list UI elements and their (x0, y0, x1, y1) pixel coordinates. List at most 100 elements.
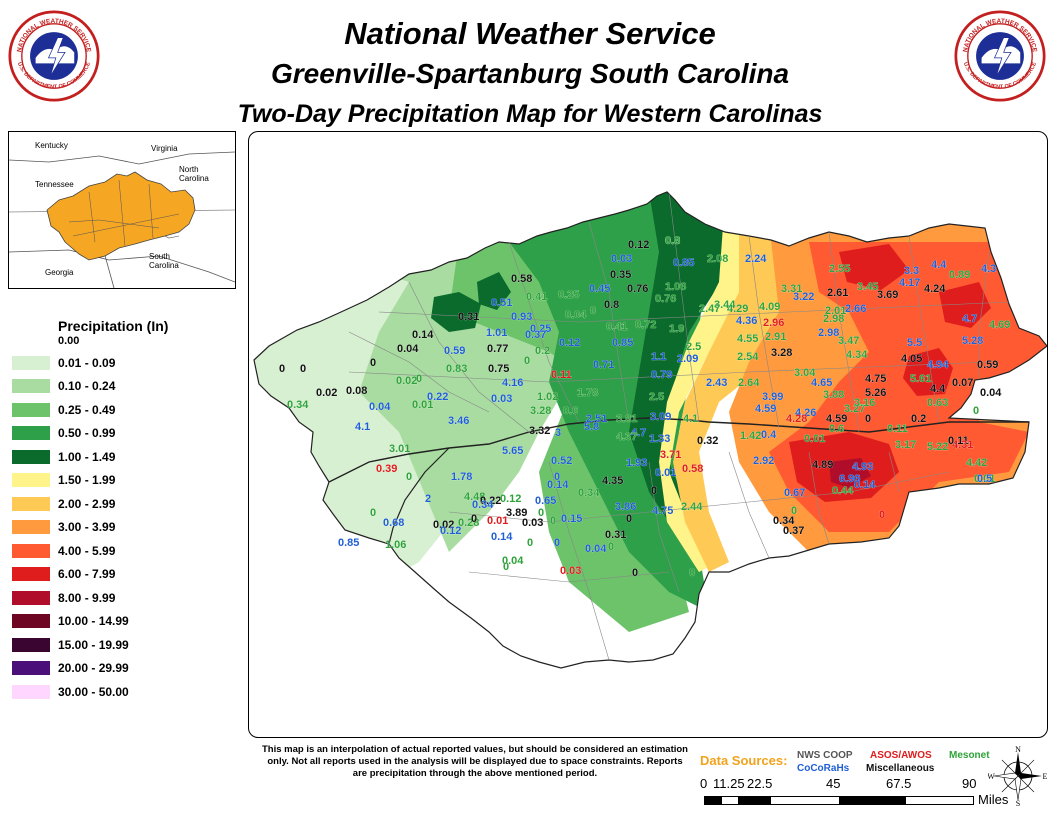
observation-value: 3.16 (854, 397, 875, 409)
source-mesonet: Mesonet (949, 750, 990, 761)
compass-w: W (988, 772, 995, 781)
observation-value: 0.41 (526, 291, 547, 303)
observation-value: 0.76 (627, 283, 648, 295)
observation-value: 0.22 (480, 495, 501, 507)
legend-row: 1.00 - 1.49 (12, 445, 212, 469)
observation-value: 4.09 (759, 301, 780, 313)
legend-swatch (12, 426, 50, 441)
map-disclaimer: This map is an interpolation of actual r… (262, 744, 688, 779)
observation-value: 0.63 (927, 397, 948, 409)
observation-value: 0.2 (911, 413, 926, 425)
legend-swatch (12, 543, 50, 558)
observation-value: 0.28 (458, 517, 479, 529)
observation-value: 0.59 (444, 345, 465, 357)
observation-value: 0.04 (565, 309, 587, 321)
scale-tick-labels: 0 11.25 22.5 45 67.5 90 (700, 776, 980, 792)
observation-value: 2 (425, 493, 431, 505)
inset-label-georgia: Georgia (45, 268, 74, 277)
observation-value: 0.93 (511, 311, 532, 323)
observation-value: 3.31 (781, 283, 802, 295)
observation-value: 1.1 (651, 351, 666, 363)
observation-value: 4.69 (989, 319, 1010, 331)
source-miscellaneous: Miscellaneous (866, 763, 935, 774)
observation-value: 0 (503, 561, 509, 573)
observation-value: 4.26 (795, 407, 816, 419)
observation-value: 4.4 (931, 259, 947, 271)
observation-value: 2.24 (745, 253, 767, 265)
legend-swatch (12, 379, 50, 394)
observation-value: 4.17 (899, 277, 920, 289)
observation-value: 2.43 (706, 377, 727, 389)
title-line-2: Greenville-Spartanburg South Carolina (270, 58, 790, 89)
compass-n: N (1015, 746, 1021, 754)
legend-row: 4.00 - 5.99 (12, 539, 212, 563)
inset-state-outlines (8, 151, 236, 289)
legend-label: 20.00 - 29.99 (58, 661, 129, 676)
observation-value: 4.29 (727, 303, 748, 315)
legend-row: 20.00 - 29.99 (12, 657, 212, 681)
zone-6.00-7.99-east (903, 348, 953, 396)
observation-value: 4.1 (355, 421, 370, 433)
observation-value: 0.04 (585, 543, 607, 555)
zone-8.00-9.99 (829, 458, 871, 488)
scale-tick-45: 45 (826, 776, 841, 791)
observation-value: 0.11 (948, 435, 969, 447)
observation-value: 0 (879, 509, 885, 521)
observation-value: 3.44 (714, 299, 736, 311)
observation-value: 3.32 (529, 425, 550, 437)
observation-value: 0.2 (535, 345, 550, 357)
observation-value: 0.04 (502, 555, 524, 567)
observation-value: 4.05 (901, 353, 922, 365)
observation-value: 0 (608, 541, 614, 553)
legend-swatch (12, 520, 50, 535)
observation-value: 1.06 (385, 539, 406, 551)
observation-value: 4.75 (865, 373, 886, 385)
source-asos-awos: ASOS/AWOS (870, 750, 932, 761)
observation-value: 0.04 (369, 401, 391, 413)
observation-value: 4.89 (812, 459, 833, 471)
observation-value: 4.65 (811, 377, 832, 389)
observation-value: 2.98 (823, 313, 844, 325)
observation-value: 0.75 (488, 363, 509, 375)
legend-row: 0.10 - 0.24 (12, 375, 212, 399)
observation-value: 0 (973, 405, 979, 417)
observation-value: 2.01 (825, 305, 846, 317)
observation-value: 2.96 (763, 317, 784, 329)
legend-swatch (12, 402, 50, 417)
observation-value: 3.04 (794, 367, 816, 379)
observation-value: 4.36 (736, 315, 757, 327)
observation-value: 0.12 (440, 525, 461, 537)
observation-value: 1.33 (649, 433, 670, 445)
observation-value: 4.31 (952, 439, 973, 451)
observation-value: 0.14 (547, 479, 569, 491)
legend-swatch (12, 449, 50, 464)
observation-value: 0 (471, 513, 477, 525)
observation-value: 0.01 (655, 467, 676, 479)
observation-value: 0 (689, 567, 695, 579)
observation-value: 4.1 (683, 413, 698, 425)
observation-value: 0.31 (605, 529, 626, 541)
observation-value: 0.68 (383, 517, 404, 529)
observation-value: 2.66 (845, 303, 866, 315)
inset-label-virginia: Virginia (151, 144, 178, 153)
map-frame: 0.12 0.8 0.8 0.03 0.85 2.08 2.24 2.55 3.3 4.4 4.3 0… (248, 131, 1048, 738)
observation-value: 3.17 (895, 439, 916, 451)
observation-value: 0.12 (628, 239, 649, 251)
observation-value: 0.11 (551, 369, 572, 381)
legend-swatch (12, 496, 50, 511)
observation-value: 0.04 (397, 343, 419, 355)
observation-value: 0.14 (854, 479, 876, 491)
observation-value: 3.86 (615, 501, 636, 513)
observation-value: 2.51 (586, 413, 607, 425)
legend-swatch (12, 590, 50, 605)
observation-value: 0.5 (977, 473, 992, 485)
observation-value: 0.79 (651, 369, 672, 381)
observation-value: 0.01 (487, 515, 508, 527)
observation-value: 3.99 (762, 391, 783, 403)
observation-value: 4.28 (786, 413, 807, 425)
scale-segment (705, 797, 722, 804)
observation-value: 2.08 (707, 253, 728, 265)
observation-value: 3.01 (389, 443, 410, 455)
observation-value: 2.64 (738, 377, 760, 389)
observation-value: 1.78 (577, 387, 598, 399)
